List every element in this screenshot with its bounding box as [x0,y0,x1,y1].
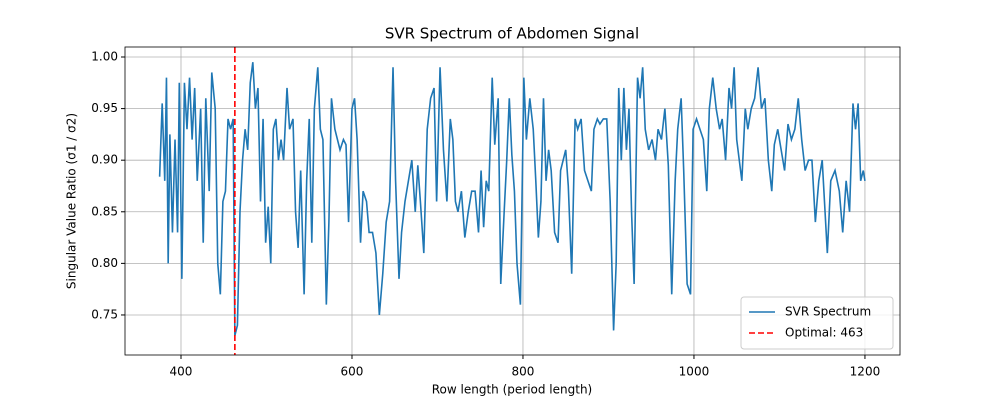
y-tick-label: 1.00 [91,50,118,64]
plot-frame [124,46,901,356]
y-axis-label: Singular Value Ratio (σ1 / σ2) [65,113,79,289]
x-tick-label: 800 [512,365,535,379]
y-tick-label: 0.75 [91,307,118,321]
x-tick-label: 1000 [679,365,710,379]
legend-label: SVR Spectrum [785,305,871,319]
legend-box [740,296,894,350]
legend-label: Optimal: 463 [785,326,863,340]
y-tick-label: 0.80 [91,256,118,270]
x-tick-label: 400 [170,365,193,379]
line-series [158,62,866,336]
y-tick-label: 0.95 [91,101,118,115]
x-tick-label: 600 [341,365,364,379]
y-tick-label: 0.85 [91,204,118,218]
chart-title: SVR Spectrum of Abdomen Signal [385,25,639,43]
x-tick-label: 1200 [850,365,881,379]
y-tick-label: 0.90 [91,153,118,167]
x-axis-label: Row length (period length) [432,383,593,397]
